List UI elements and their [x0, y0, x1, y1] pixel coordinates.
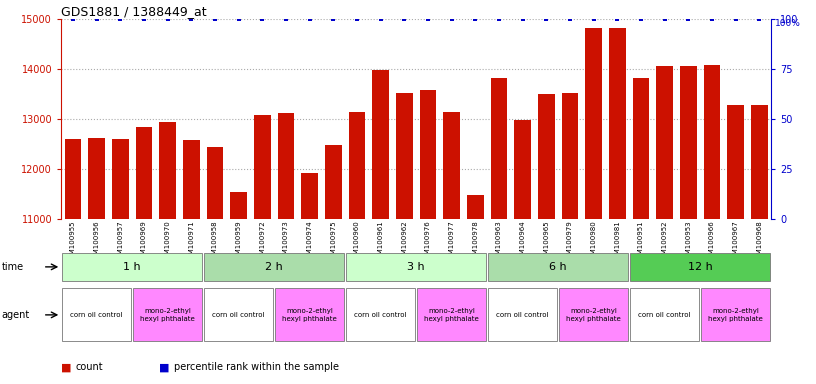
Text: mono-2-ethyl
hexyl phthalate: mono-2-ethyl hexyl phthalate: [424, 308, 479, 322]
Text: agent: agent: [2, 310, 30, 320]
Bar: [396, 93, 413, 384]
Bar: [62, 253, 202, 281]
Bar: [159, 122, 176, 384]
Bar: [348, 112, 366, 384]
Point: [705, 16, 718, 22]
Bar: [419, 90, 437, 384]
Point: [445, 16, 458, 22]
Bar: [277, 113, 295, 384]
Point: [303, 16, 316, 22]
Text: 6 h: 6 h: [549, 262, 567, 272]
Point: [610, 16, 623, 22]
Bar: [488, 253, 628, 281]
Bar: [561, 93, 579, 384]
Text: 1 h: 1 h: [123, 262, 141, 272]
Text: mono-2-ethyl
hexyl phthalate: mono-2-ethyl hexyl phthalate: [282, 308, 337, 322]
Point: [397, 16, 410, 22]
Bar: [346, 288, 415, 341]
Bar: [204, 288, 273, 341]
Point: [184, 16, 197, 22]
Bar: [301, 173, 318, 384]
Point: [492, 16, 505, 22]
Bar: [112, 139, 129, 384]
Text: GDS1881 / 1388449_at: GDS1881 / 1388449_at: [61, 5, 206, 18]
Bar: [467, 195, 484, 384]
Point: [374, 16, 387, 22]
Text: mono-2-ethyl
hexyl phthalate: mono-2-ethyl hexyl phthalate: [566, 308, 621, 322]
Bar: [585, 28, 602, 384]
Bar: [727, 104, 744, 384]
Bar: [609, 28, 626, 384]
Text: 3 h: 3 h: [407, 262, 425, 272]
Point: [681, 16, 694, 22]
Text: corn oil control: corn oil control: [212, 312, 265, 318]
Bar: [701, 288, 770, 341]
Bar: [630, 288, 699, 341]
Bar: [254, 115, 271, 384]
Bar: [325, 145, 342, 384]
Bar: [88, 138, 105, 384]
Bar: [680, 66, 697, 384]
Bar: [133, 288, 202, 341]
Point: [66, 16, 80, 22]
Text: ■: ■: [159, 362, 173, 372]
Bar: [64, 139, 82, 384]
Text: mono-2-ethyl
hexyl phthalate: mono-2-ethyl hexyl phthalate: [140, 308, 195, 322]
Point: [113, 16, 127, 22]
Point: [279, 16, 292, 22]
Point: [161, 16, 174, 22]
Point: [658, 16, 671, 22]
Bar: [183, 140, 200, 384]
Point: [539, 16, 552, 22]
Bar: [230, 192, 247, 384]
Text: corn oil control: corn oil control: [70, 312, 123, 318]
Point: [563, 16, 576, 22]
Text: corn oil control: corn oil control: [354, 312, 407, 318]
Point: [232, 16, 245, 22]
Point: [729, 16, 742, 22]
Bar: [443, 112, 460, 384]
Point: [752, 16, 765, 22]
Text: corn oil control: corn oil control: [496, 312, 549, 318]
Point: [326, 16, 339, 22]
Bar: [135, 127, 153, 384]
Bar: [346, 253, 486, 281]
Bar: [632, 78, 650, 384]
Bar: [372, 70, 389, 384]
Text: count: count: [76, 362, 104, 372]
Point: [255, 16, 268, 22]
Bar: [488, 288, 557, 341]
Text: corn oil control: corn oil control: [638, 312, 691, 318]
Text: ■: ■: [61, 362, 75, 372]
Bar: [490, 78, 508, 384]
Bar: [275, 288, 344, 341]
Bar: [204, 253, 344, 281]
Point: [137, 16, 150, 22]
Point: [516, 16, 529, 22]
Text: time: time: [2, 262, 24, 272]
Point: [634, 16, 647, 22]
Text: 12 h: 12 h: [688, 262, 712, 272]
Point: [421, 16, 434, 22]
Bar: [514, 120, 531, 384]
Text: 2 h: 2 h: [265, 262, 283, 272]
Bar: [538, 94, 555, 384]
Point: [587, 16, 600, 22]
Bar: [656, 66, 673, 384]
Text: percentile rank within the sample: percentile rank within the sample: [174, 362, 339, 372]
Bar: [751, 104, 768, 384]
Bar: [206, 147, 224, 384]
Bar: [559, 288, 628, 341]
Point: [468, 16, 481, 22]
Bar: [703, 65, 721, 384]
Bar: [417, 288, 486, 341]
Text: mono-2-ethyl
hexyl phthalate: mono-2-ethyl hexyl phthalate: [708, 308, 763, 322]
Point: [90, 16, 103, 22]
Text: 100%: 100%: [775, 19, 801, 28]
Point: [208, 16, 221, 22]
Point: [350, 16, 363, 22]
Bar: [630, 253, 770, 281]
Bar: [62, 288, 131, 341]
